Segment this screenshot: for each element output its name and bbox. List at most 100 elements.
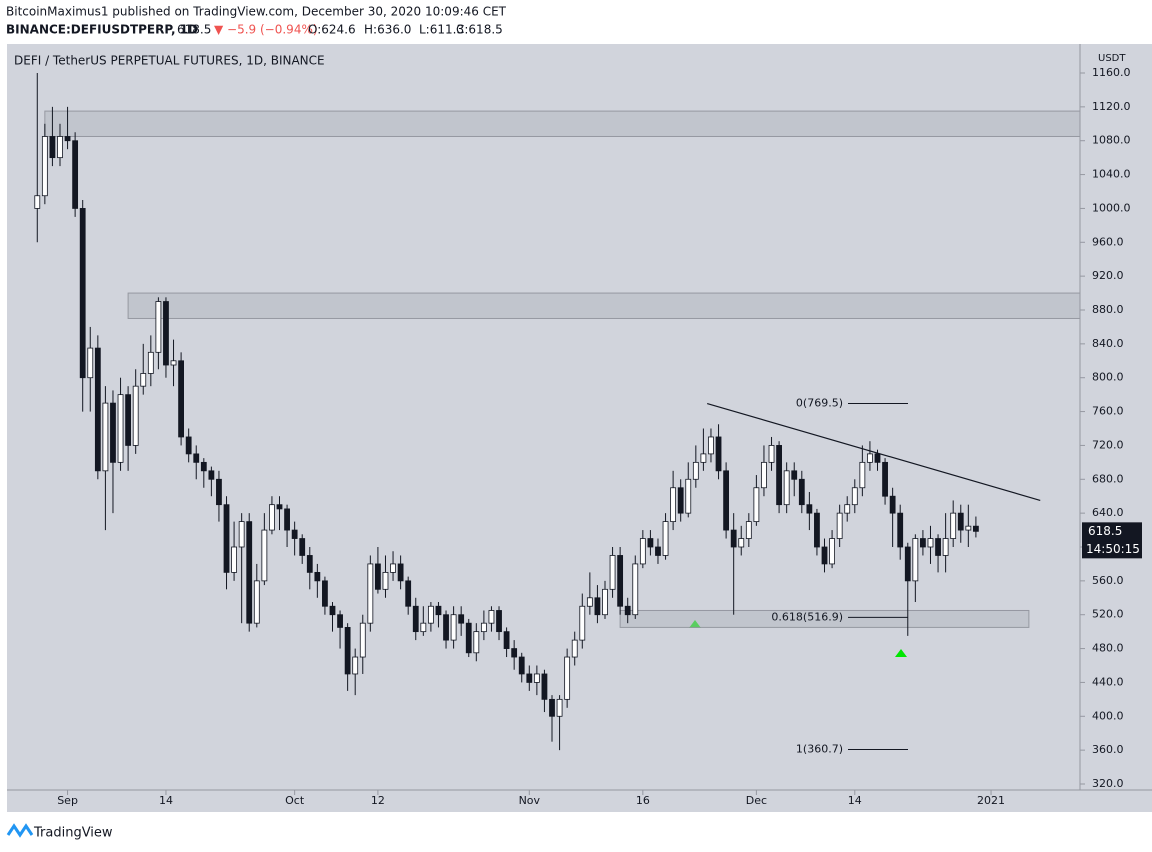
x-tick-label: 14 — [159, 794, 173, 807]
candle-body — [208, 470, 215, 480]
candle-body — [920, 538, 926, 548]
candle-body — [602, 588, 608, 616]
candle-body — [185, 436, 192, 455]
candle-body — [443, 614, 449, 641]
candle-body — [609, 555, 616, 590]
candle-body — [723, 470, 730, 531]
candle-body — [526, 673, 533, 683]
candle-body — [359, 622, 366, 658]
last-price: 618.5 — [177, 23, 211, 37]
candle-body — [647, 538, 654, 548]
x-tick-label: 16 — [636, 794, 650, 807]
y-tick-label: 1040.0 — [1092, 168, 1131, 181]
candle-body — [473, 631, 480, 654]
candle-body — [382, 571, 389, 590]
candle-body — [284, 508, 290, 531]
candle-body — [465, 622, 472, 654]
countdown: 14:50:15 — [1086, 542, 1140, 556]
y-tick-label: 1160.0 — [1092, 66, 1131, 79]
change: ▼ −5.9 (−0.94%) — [214, 23, 318, 37]
candle-body — [829, 538, 835, 565]
candle-body — [450, 614, 457, 641]
price-label: 618.5 — [1088, 524, 1122, 538]
symbol: BINANCE:DEFIUSDTPERP, 1D — [6, 23, 198, 37]
candle-body — [322, 580, 328, 607]
candle-body — [730, 529, 737, 548]
candle-body — [306, 555, 313, 573]
candle-body — [352, 656, 359, 675]
y-tick-label: 840.0 — [1092, 337, 1124, 350]
candle-body — [314, 571, 321, 582]
x-tick-label: Sep — [57, 794, 78, 807]
candle-body — [420, 622, 427, 633]
candle-body — [41, 136, 48, 197]
candle-body — [768, 445, 775, 463]
candle-body — [163, 301, 169, 366]
candle-body — [132, 385, 139, 446]
candle-body — [64, 136, 71, 142]
y-tick-label: 440.0 — [1092, 675, 1124, 688]
logo — [6, 823, 34, 838]
y-tick-label: 1080.0 — [1092, 134, 1131, 147]
candle-body — [261, 529, 268, 582]
candle-body — [435, 605, 442, 616]
candle-body — [200, 461, 207, 472]
y-tick-label: 640.0 — [1092, 506, 1124, 519]
candle-body — [655, 546, 661, 556]
candle-body — [337, 614, 343, 628]
x-tick-label: 2021 — [977, 794, 1005, 807]
x-tick-label: 12 — [371, 794, 385, 807]
candle-body — [761, 461, 767, 489]
candle-body — [496, 610, 502, 633]
candle-body — [79, 208, 86, 379]
candle-body — [904, 546, 911, 582]
candle-body — [564, 656, 571, 700]
y-tick-label: 560.0 — [1092, 574, 1124, 587]
candle-body — [927, 538, 934, 548]
candle-body — [670, 487, 677, 523]
candle-body — [912, 538, 919, 582]
candle-body — [889, 495, 896, 514]
candle-body — [193, 453, 200, 463]
candle-body — [874, 453, 881, 463]
candle-body — [806, 504, 813, 514]
candle-body — [72, 140, 79, 209]
candle-body — [791, 470, 798, 480]
candle-body — [897, 512, 904, 548]
candle-body — [753, 487, 760, 523]
x-tick-label: Dec — [746, 794, 767, 807]
candle-body — [556, 698, 563, 717]
candle-body — [269, 504, 275, 531]
candle-body — [715, 436, 722, 472]
candle-body — [405, 580, 412, 607]
fib-label: 0(769.5) — [796, 397, 843, 410]
candle-body — [783, 470, 790, 506]
candle-body — [238, 521, 245, 548]
candle-body — [518, 656, 525, 675]
candle-body — [836, 512, 843, 539]
candle-body — [935, 538, 941, 556]
candle-body — [776, 445, 782, 506]
candle-body — [253, 580, 260, 624]
candle-body — [216, 478, 222, 506]
candle-body — [178, 360, 184, 438]
y-tick-label: 760.0 — [1092, 405, 1124, 418]
y-tick-label: 320.0 — [1092, 777, 1124, 790]
candle-body — [375, 563, 381, 590]
candle-body — [541, 673, 548, 700]
y-tick-label: 720.0 — [1092, 438, 1124, 451]
candle-body — [579, 605, 586, 641]
fib-label: 1(360.7) — [796, 743, 843, 756]
candle-body — [844, 504, 851, 514]
candle-body — [851, 487, 858, 506]
candle-body — [738, 538, 745, 548]
candle-body — [662, 521, 669, 556]
y-tick-label: 680.0 — [1092, 472, 1124, 485]
candle-body — [390, 563, 396, 573]
y-tick-label: 880.0 — [1092, 303, 1124, 316]
candle-body — [533, 673, 540, 683]
candle-body — [965, 525, 972, 531]
publisher: BitcoinMaximus1 published on TradingView… — [6, 5, 507, 19]
candle-body — [276, 504, 283, 510]
